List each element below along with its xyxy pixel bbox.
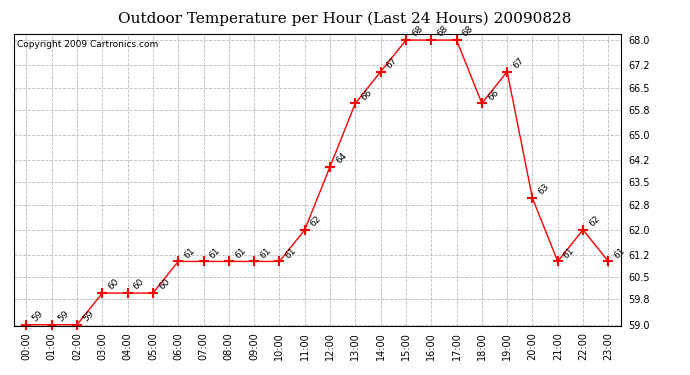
- Text: 61: 61: [258, 246, 273, 260]
- Text: 60: 60: [106, 277, 121, 292]
- Text: 59: 59: [30, 309, 45, 323]
- Text: 68: 68: [461, 24, 475, 39]
- Text: 68: 68: [410, 24, 424, 39]
- Text: 59: 59: [56, 309, 70, 323]
- Text: 63: 63: [537, 182, 551, 197]
- Text: 61: 61: [233, 246, 248, 260]
- Text: 62: 62: [309, 214, 324, 228]
- Text: 61: 61: [562, 246, 576, 260]
- Text: 59: 59: [81, 309, 96, 323]
- Text: Copyright 2009 Cartronics.com: Copyright 2009 Cartronics.com: [17, 40, 158, 49]
- Text: 61: 61: [182, 246, 197, 260]
- Text: 61: 61: [284, 246, 298, 260]
- Text: 62: 62: [587, 214, 602, 228]
- Text: 64: 64: [334, 151, 348, 165]
- Text: 60: 60: [157, 277, 172, 292]
- Text: 60: 60: [132, 277, 146, 292]
- Text: 61: 61: [208, 246, 222, 260]
- Text: 66: 66: [486, 87, 500, 102]
- Text: 67: 67: [511, 56, 526, 70]
- Text: Outdoor Temperature per Hour (Last 24 Hours) 20090828: Outdoor Temperature per Hour (Last 24 Ho…: [118, 11, 572, 26]
- Text: 66: 66: [359, 87, 374, 102]
- Text: 67: 67: [385, 56, 400, 70]
- Text: 61: 61: [613, 246, 627, 260]
- Text: 68: 68: [435, 24, 450, 39]
